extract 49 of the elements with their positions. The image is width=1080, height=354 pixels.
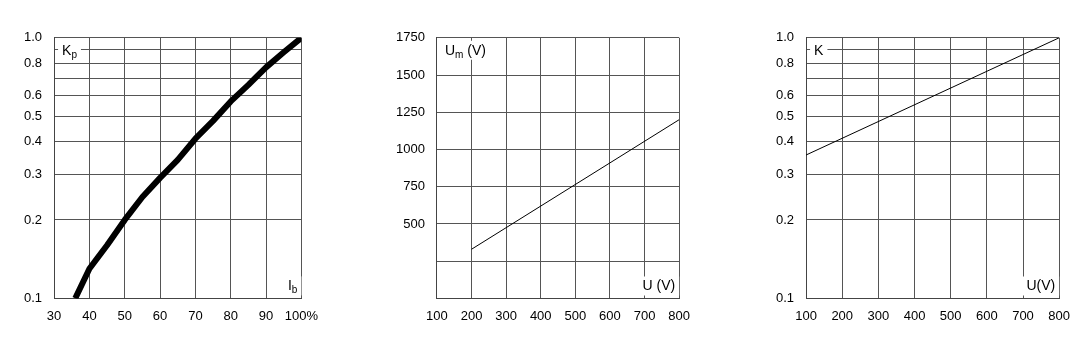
y-tick-label: 0.2 [775,211,795,227]
x-axis-title: U(V) [1026,277,1056,294]
y-tick-label: 0.4 [775,133,795,149]
y-tick-label: 0.4 [23,133,43,149]
y-tick-label: 0.3 [775,165,795,181]
y-tick-label: 1500 [396,66,425,82]
x-tick-label: 600 [975,307,998,323]
x-tick-label: 50 [117,307,132,323]
y-tick-label: 0.6 [23,87,43,103]
x-tick-label: 90 [258,307,274,323]
x-tick-label: 200 [460,307,483,323]
x-tick-label: 100% [284,307,319,323]
x-tick-label: 500 [564,307,587,323]
x-tick-label: 700 [1012,307,1034,323]
y-tick-label: 0.5 [23,107,43,123]
x-tick-label: 600 [599,307,621,323]
x-axis-title: U (V) [642,277,676,294]
y-tick-label: 1000 [396,141,425,157]
x-tick-label: 300 [495,307,517,323]
y-tick-label: 0.8 [775,54,795,70]
x-tick-label: 800 [668,307,691,323]
x-tick-label: 300 [867,307,890,323]
x-tick-label: 400 [529,307,552,323]
x-tick-label: 40 [82,307,97,323]
x-tick-label: 100 [426,307,448,323]
y-tick-label: 0.2 [23,211,43,227]
x-tick-label: 70 [188,307,203,323]
y-tick-label: 0.6 [775,87,795,103]
x-tick-label: 700 [633,307,656,323]
x-tick-label: 500 [939,307,962,323]
y-tick-label: 750 [403,178,425,194]
x-tick-label: 800 [1048,307,1071,323]
y-tick-label: 0.8 [23,54,43,70]
x-tick-label: 60 [152,307,168,323]
y-axis-title: K [814,41,825,58]
y-tick-label: 1.0 [23,29,43,45]
x-tick-label: 100 [795,307,817,323]
y-tick-label: 1750 [396,29,425,45]
x-tick-label: 400 [903,307,926,323]
y-tick-label: 500 [403,215,425,231]
x-tick-label: 30 [46,307,62,323]
x-tick-label: 200 [831,307,854,323]
y-tick-label: 0.3 [23,165,43,181]
x-tick-label: 80 [223,307,238,323]
y-tick-label: 1.0 [775,29,795,45]
y-tick-label: 0.1 [23,289,43,305]
y-tick-label: 0.1 [775,289,795,305]
y-tick-label: 1250 [396,103,425,119]
y-tick-label: 0.5 [775,107,795,123]
